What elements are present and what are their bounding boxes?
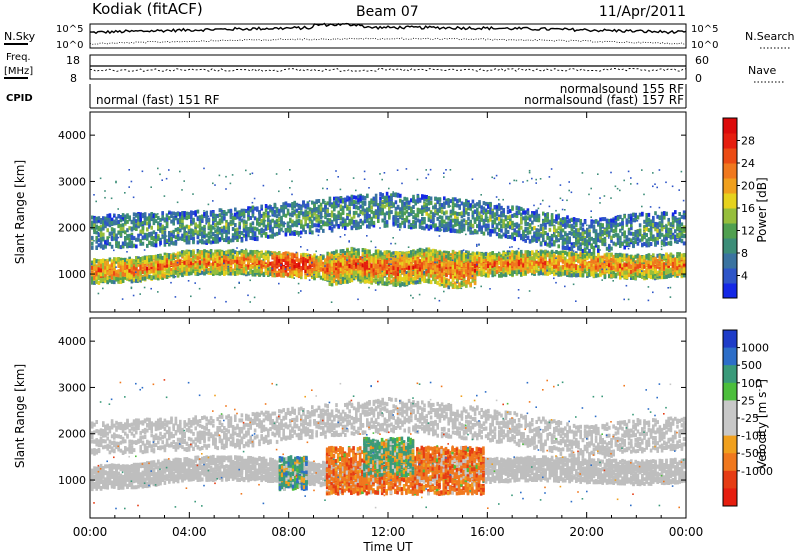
date-title: 11/Apr/2011 — [599, 4, 686, 20]
x-tick-label: 08:00 — [271, 525, 306, 539]
power-colorbar-tick: 16 — [741, 202, 755, 215]
power-colorbar-tick: 4 — [741, 270, 748, 283]
y-tick-label: 4000 — [58, 129, 86, 142]
velocity-panel: 1000 2000 3000 4000 Slant Range [km] 1000 50… — [13, 317, 773, 519]
x-tick-label: 12:00 — [371, 525, 406, 539]
y-tick-label: 1000 — [58, 474, 86, 487]
velocity-colorbar-tick: -100 — [741, 430, 766, 443]
velocity-y-ticks: 1000 2000 3000 4000 — [58, 335, 686, 487]
cpid-mode-3: normalsound (fast) 157 RF — [524, 93, 684, 107]
noise-panel: N.Sky 10^5 10^0 10^5 10^0 N.Search — [4, 22, 795, 51]
cpid-mode-2: normalsound 155 RF — [560, 82, 684, 96]
x-tick-label: 00:00 — [73, 525, 108, 539]
freq-label-2: [MHz] — [4, 66, 33, 77]
x-tick-label: 04:00 — [172, 525, 207, 539]
y-tick-label: 1000 — [58, 268, 86, 281]
freq-traces — [89, 65, 687, 72]
y-tick-label: 4000 — [58, 335, 86, 348]
x-tick-label: 16:00 — [470, 525, 505, 539]
velocity-colorbar-tick: 25 — [741, 394, 755, 407]
noise-right-ytick-top: 10^5 — [691, 24, 718, 35]
power-scatter — [91, 167, 686, 303]
noise-ytick-bottom: 10^0 — [56, 40, 83, 51]
nave-line — [89, 67, 687, 72]
noise-sky-line — [89, 22, 687, 35]
y-tick-label: 2000 — [58, 222, 86, 235]
noise-left-label: N.Sky — [4, 30, 36, 43]
freq-panel: Freq. [MHz] 18 8 60 0 Nave — [4, 52, 784, 85]
velocity-scatter — [91, 379, 686, 510]
radar-title: Kodiak (fitACF) — [92, 0, 203, 18]
y-tick-label: 2000 — [58, 428, 86, 441]
noise-right-ytick-bottom: 10^0 — [691, 40, 718, 51]
x-axis-label: Time UT — [362, 540, 413, 554]
nave-label: Nave — [748, 64, 776, 77]
x-axis: 00:00 04:00 08:00 12:00 16:00 20:00 00:00 — [73, 112, 704, 539]
power-colorbar-tick: 20 — [741, 180, 755, 193]
velocity-colorbar: 1000 500 100 25 -25 -100 -500 -1000 — [722, 329, 773, 507]
power-panel: 1000 2000 3000 4000 Slant Range [km] 4 8 12 16… — [13, 111, 769, 313]
velocity-colorbar-tick: 1000 — [741, 342, 769, 355]
power-y-ticks: 1000 2000 3000 4000 — [58, 129, 686, 281]
cpid-label: CPID — [6, 93, 33, 104]
cpid-panel: CPID normal (fast) 151 RF normalsound 15… — [6, 82, 687, 109]
x-tick-label: 20:00 — [569, 525, 604, 539]
y-tick-label: 3000 — [58, 381, 86, 394]
nave-tick-top: 60 — [695, 54, 709, 67]
power-colorbar-label: Power [dB] — [755, 177, 769, 242]
noise-ytick-top: 10^5 — [56, 24, 83, 35]
y-tick-label: 3000 — [58, 175, 86, 188]
power-colorbar-tick: 12 — [741, 225, 755, 238]
power-colorbar-tick: 24 — [741, 157, 755, 170]
beam-title: Beam 07 — [356, 4, 419, 20]
power-colorbar: 4 8 12 16 20 24 28 — [722, 117, 755, 299]
velocity-colorbar-tick: -500 — [741, 447, 766, 460]
velocity-colorbar-tick: 500 — [741, 359, 762, 372]
nave-tick-bottom: 0 — [695, 72, 702, 85]
freq-label-1: Freq. — [6, 52, 31, 63]
power-colorbar-tick: 28 — [741, 135, 755, 148]
velocity-colorbar-label: Velocity [m s-1] — [755, 379, 769, 469]
x-tick-label: 00:00 — [669, 525, 704, 539]
noise-traces — [89, 22, 687, 45]
freq-tick-bottom: 8 — [70, 72, 77, 85]
freq-tick-top: 18 — [66, 54, 80, 67]
velocity-colorbar-tick: -1000 — [741, 465, 773, 478]
noise-search-line — [89, 37, 687, 45]
velocity-colorbar-tick: 100 — [741, 377, 762, 390]
velocity-colorbar-tick: -25 — [741, 412, 759, 425]
power-y-label: Slant Range [km] — [13, 160, 27, 264]
noise-right-label: N.Search — [745, 30, 795, 43]
velocity-y-label: Slant Range [km] — [13, 364, 27, 468]
power-colorbar-tick: 8 — [741, 247, 748, 260]
cpid-mode-1: normal (fast) 151 RF — [96, 93, 220, 107]
